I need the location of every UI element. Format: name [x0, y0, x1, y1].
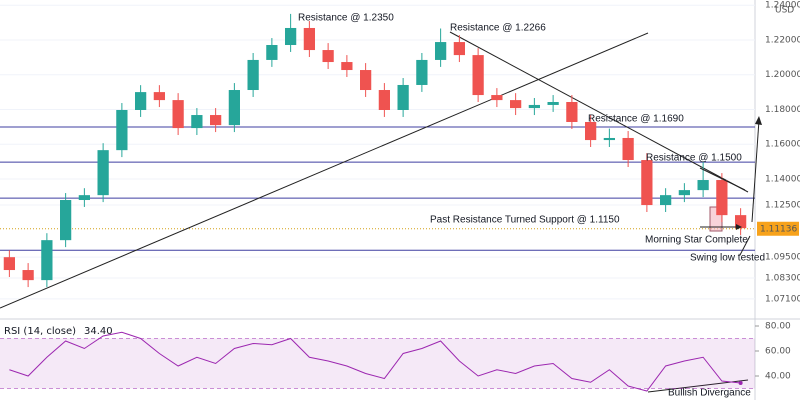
candle-body [622, 137, 634, 161]
trend-line [0, 32, 649, 309]
candle-body [285, 27, 297, 46]
candle-body [322, 50, 334, 63]
candle-body [435, 42, 447, 60]
annotation: Resistance @ 1.1690 [588, 114, 684, 125]
annotation: Resistance @ 1.1500 [646, 153, 742, 164]
candle-body [472, 55, 484, 96]
candle-body [585, 121, 597, 141]
annotation: Resistance @ 1.2266 [450, 23, 546, 34]
candle-body [453, 42, 465, 56]
candle-body [341, 62, 353, 71]
candle-body [416, 59, 428, 85]
candle-body [303, 27, 315, 51]
rsi-value: 34.40 [84, 326, 113, 337]
candle-body [78, 195, 90, 201]
rsi-title: RSI (14, close) [4, 326, 76, 337]
rsi-current-dot [738, 381, 743, 385]
candle-body [697, 180, 709, 191]
levels [0, 126, 755, 251]
candle-body [172, 100, 184, 129]
y-tick-label: 1.18000 [765, 105, 800, 115]
rsi-tick-label: 80.00 [765, 322, 791, 332]
candle-body [135, 92, 147, 110]
current-price-label: 1.11136 [760, 224, 797, 234]
y-tick-label: 1.09500 [765, 253, 800, 263]
candle-body [228, 90, 240, 126]
candle-body [735, 215, 747, 229]
y-tick-label: 1.08300 [765, 274, 800, 284]
candle-body [678, 190, 690, 196]
candle-body [716, 180, 728, 216]
rsi-band [0, 338, 755, 389]
candle-body [41, 240, 53, 281]
candle-body [153, 92, 165, 101]
rsi-line [9, 331, 741, 392]
currency-label: USD [775, 6, 794, 16]
arrow [751, 119, 760, 223]
annotation: Resistance @ 1.2350 [298, 13, 394, 24]
current-price-box [757, 221, 799, 236]
candle-body [116, 109, 128, 151]
y-tick-label: 1.07100 [765, 294, 800, 304]
candle-body [603, 137, 615, 141]
candle-body [3, 257, 15, 271]
candle-body [660, 195, 672, 206]
candle-body [191, 115, 203, 129]
candles [3, 13, 747, 288]
candle-body [528, 104, 540, 109]
candle-body [97, 150, 109, 196]
candle-body [210, 115, 222, 126]
candle-body [491, 95, 503, 101]
y-tick-label: 1.24000 [765, 1, 800, 11]
annotation: Bullish Divergance [668, 388, 751, 399]
divergence-line [699, 167, 746, 191]
y-tick-label: 1.16000 [765, 140, 800, 150]
candle-body [510, 100, 522, 109]
arrow [739, 235, 751, 256]
annotation: Swing low tested [690, 253, 765, 264]
candle-body [266, 45, 278, 60]
trend-line [449, 31, 749, 193]
candle-body [60, 200, 72, 241]
candle-body [247, 59, 259, 91]
arrow-head [755, 116, 762, 125]
candle-body [22, 270, 34, 281]
candle-body [547, 102, 559, 105]
annotation: Past Resistance Turned Support @ 1.1150 [430, 215, 620, 226]
y-tick-label: 1.20000 [765, 70, 800, 80]
rsi-tick-label: 60.00 [765, 347, 791, 357]
y-tick-label: 1.12500 [765, 201, 800, 211]
y-tick-label: 1.22000 [765, 35, 800, 45]
candle-body [378, 90, 390, 110]
candle-body [360, 70, 372, 91]
candle-body [566, 102, 578, 122]
candle-body [397, 84, 409, 110]
candle-body [641, 160, 653, 206]
rsi-tick-label: 40.00 [765, 372, 791, 382]
arrow-head [736, 224, 742, 230]
annotation: Morning Star Complete [645, 235, 748, 246]
y-tick-label: 1.14000 [765, 174, 800, 184]
